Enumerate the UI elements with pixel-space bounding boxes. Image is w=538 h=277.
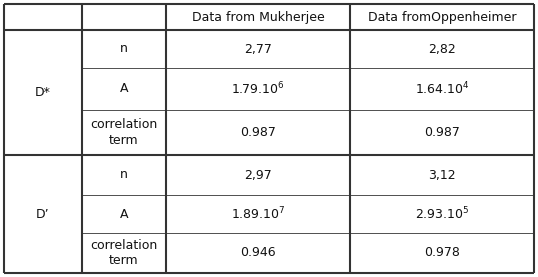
Text: 0.978: 0.978 xyxy=(424,247,460,260)
Text: D’: D’ xyxy=(36,207,50,220)
Text: Data from Mukherjee: Data from Mukherjee xyxy=(192,11,324,24)
Text: correlation
term: correlation term xyxy=(90,239,158,267)
Text: correlation
term: correlation term xyxy=(90,119,158,147)
Text: 1.79.10$^{6}$: 1.79.10$^{6}$ xyxy=(231,81,285,97)
Text: 2,77: 2,77 xyxy=(244,42,272,55)
Text: 0.987: 0.987 xyxy=(424,126,460,139)
Text: Data fromOppenheimer: Data fromOppenheimer xyxy=(368,11,516,24)
Text: n: n xyxy=(120,168,128,181)
Text: A: A xyxy=(120,83,128,96)
Text: 2.93.10$^{5}$: 2.93.10$^{5}$ xyxy=(415,206,469,222)
Text: 3,12: 3,12 xyxy=(428,168,456,181)
Text: 1.89.10$^{7}$: 1.89.10$^{7}$ xyxy=(231,206,285,222)
Text: D*: D* xyxy=(35,86,51,99)
Text: A: A xyxy=(120,207,128,220)
Text: 2,97: 2,97 xyxy=(244,168,272,181)
Text: 0.987: 0.987 xyxy=(240,126,276,139)
Text: n: n xyxy=(120,42,128,55)
Text: 2,82: 2,82 xyxy=(428,42,456,55)
Text: 0.946: 0.946 xyxy=(240,247,276,260)
Text: 1.64.10$^{4}$: 1.64.10$^{4}$ xyxy=(415,81,470,97)
